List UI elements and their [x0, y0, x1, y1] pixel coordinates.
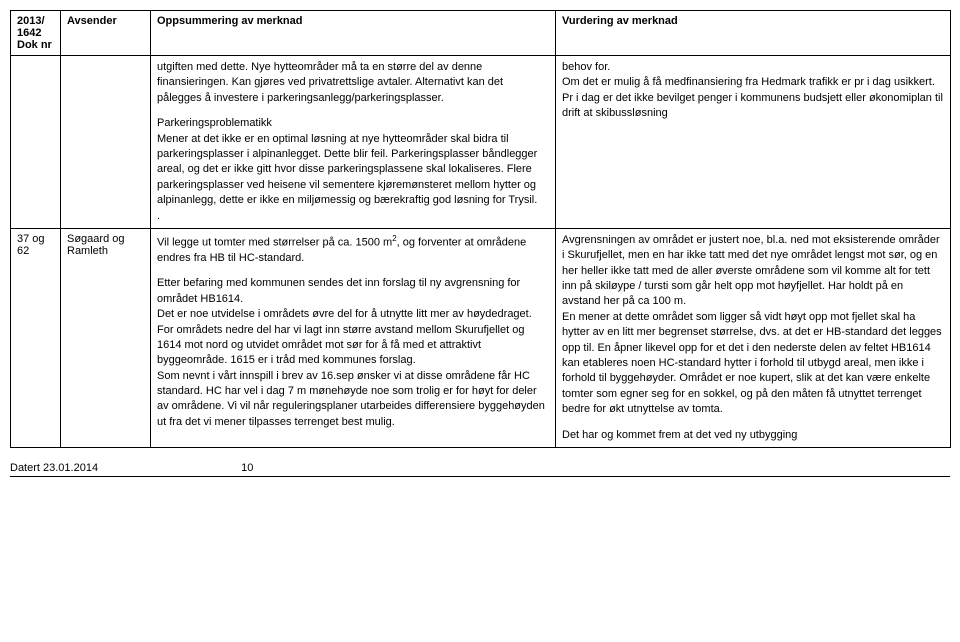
opps-paragraph: Som nevnt i vårt innspill i brev av 16.s… [157, 370, 545, 428]
header-oppsummering: Oppsummering av merknad [151, 11, 556, 56]
header-vurdering: Vurdering av merknad [556, 11, 951, 56]
cell-vurdering: Avgrensningen av området er justert noe,… [556, 228, 951, 447]
footer-page-number: 10 [241, 462, 253, 474]
cell-vurdering: behov for. Om det er mulig å få medfinan… [556, 56, 951, 229]
opps-text-pre: Vil legge ut tomter med størrelser på ca… [157, 237, 392, 249]
opps-paragraph: Etter befaring med kommunen sendes det i… [157, 277, 520, 304]
header-doknr-line3: Dok nr [17, 39, 52, 51]
opps-dot: . [157, 210, 160, 222]
vurd-paragraph: Om det er mulig å få medfinansiering fra… [562, 76, 943, 119]
opps-paragraph: utgiften med dette. Nye hytteområder må … [157, 60, 549, 106]
opps-paragraph: Det er noe utvidelse i områdets øvre del… [157, 308, 532, 366]
table-header-row: 2013/ 1642 Dok nr Avsender Oppsummering … [11, 11, 951, 56]
cell-avsender: Søgaard og Ramleth [61, 228, 151, 447]
cell-avsender [61, 56, 151, 229]
vurd-paragraph: En mener at dette området som ligger så … [562, 311, 942, 415]
header-avsender: Avsender [61, 11, 151, 56]
vurd-paragraph: behov for. [562, 61, 610, 73]
merknad-table: 2013/ 1642 Dok nr Avsender Oppsummering … [10, 10, 951, 448]
cell-oppsummering: Vil legge ut tomter med størrelser på ca… [151, 228, 556, 447]
vurd-paragraph: Det har og kommet frem at det ved ny utb… [562, 428, 944, 443]
page-footer: Datert 23.01.2014 10 [10, 462, 950, 477]
opps-paragraph: Parkeringsproblematikk [157, 117, 272, 129]
cell-oppsummering: utgiften med dette. Nye hytteområder må … [151, 56, 556, 229]
opps-paragraph: Mener at det ikke er en optimal løsning … [157, 133, 537, 207]
table-row: 37 og 62 Søgaard og Ramleth Vil legge ut… [11, 228, 951, 447]
footer-date: Datert 23.01.2014 [10, 462, 98, 474]
table-row: utgiften med dette. Nye hytteområder må … [11, 56, 951, 229]
header-doknr-line1: 2013/ [17, 15, 45, 27]
opps-paragraph: Vil legge ut tomter med størrelser på ca… [157, 233, 549, 266]
cell-doknr: 37 og 62 [11, 228, 61, 447]
header-doknr: 2013/ 1642 Dok nr [11, 11, 61, 56]
header-doknr-line2: 1642 [17, 27, 41, 39]
cell-doknr [11, 56, 61, 229]
vurd-paragraph: Avgrensningen av området er justert noe,… [562, 234, 940, 308]
